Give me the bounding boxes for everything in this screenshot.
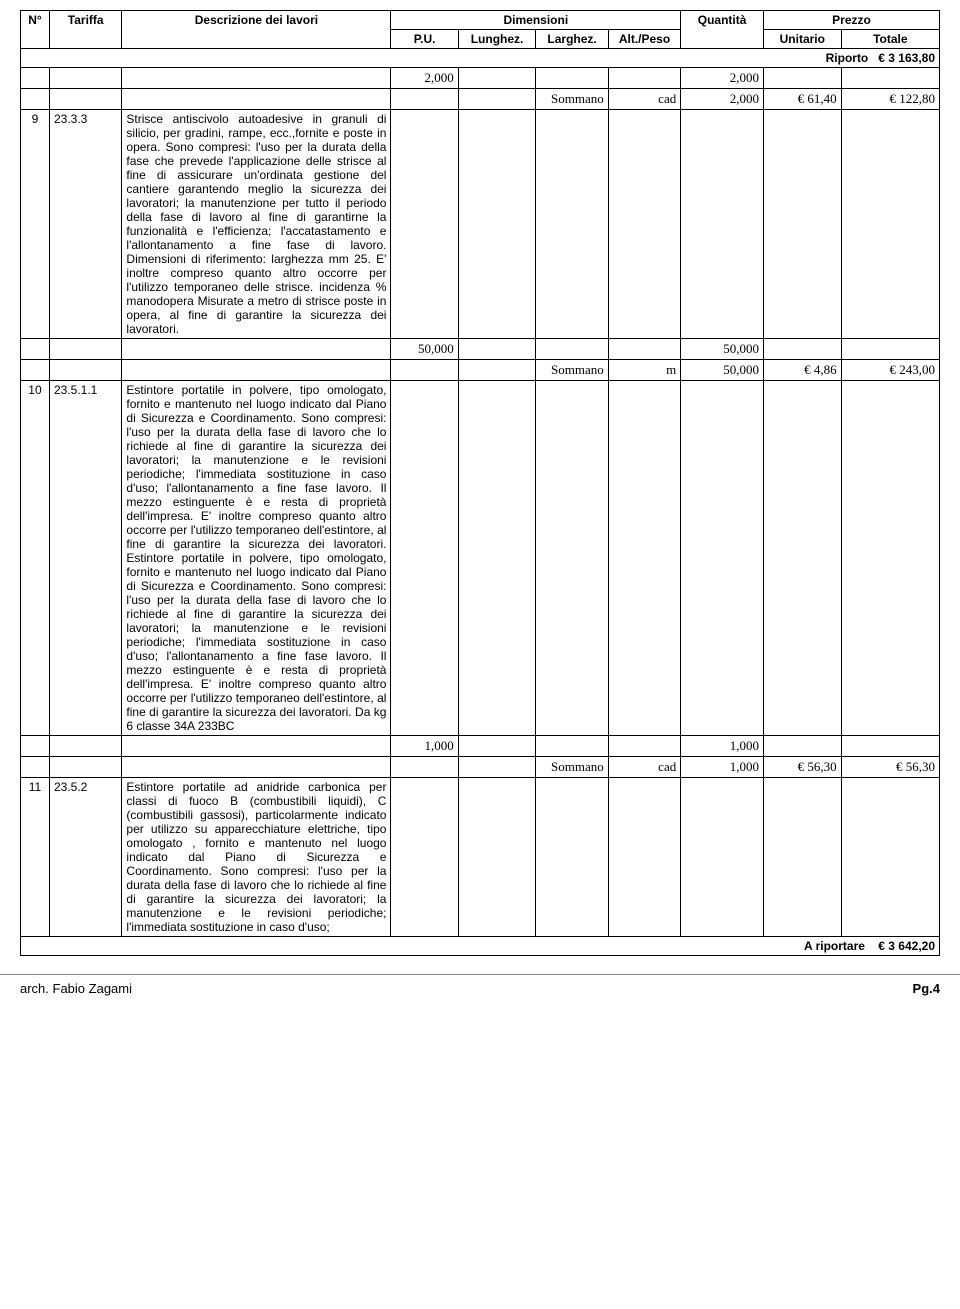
cell-tariffa-11: 23.5.2 [49,778,121,937]
post-qty-row-9a: 50,000 50,000 [21,339,940,360]
col-pu: P.U. [391,30,458,49]
cell-qta2: 1,000 [681,757,764,778]
footer-page: Pg.4 [913,981,940,996]
cell-unit: € 61,40 [764,89,842,110]
col-unitario: Unitario [764,30,842,49]
sommano-row-9post: Sommano m 50,000 € 4,86 € 243,00 [21,360,940,381]
col-n: N° [21,11,50,49]
cell-n-9: 9 [21,110,50,339]
cell-tariffa-9: 23.3.3 [49,110,121,339]
main-table: N° Tariffa Descrizione dei lavori Dimens… [20,10,940,956]
cell-tot: € 243,00 [841,360,939,381]
cell-um: cad [608,89,680,110]
item-row-9: 9 23.3.3 Strisce antiscivolo autoadesive… [21,110,940,339]
col-altpeso: Alt./Peso [608,30,680,49]
cell-qta2: 2,000 [681,89,764,110]
cell-sommano: Sommano [536,360,608,381]
cell-n-11: 11 [21,778,50,937]
cell-unit: € 4,86 [764,360,842,381]
page-footer: arch. Fabio Zagami Pg.4 [0,974,960,1006]
col-dimensioni: Dimensioni [391,11,681,30]
ariportare-value: € 3 642,20 [878,939,935,953]
col-descrizione: Descrizione dei lavori [122,11,391,49]
item-row-11: 11 23.5.2 Estintore portatile ad anidrid… [21,778,940,937]
footer-author: arch. Fabio Zagami [20,981,132,996]
cell-desc-10: Estintore portatile in polvere, tipo omo… [122,381,391,736]
cell-qta2: 50,000 [681,360,764,381]
ariportare-cell: A riportare € 3 642,20 [21,937,940,956]
cell-unit: € 56,30 [764,757,842,778]
sommano-row-9pre: Sommano cad 2,000 € 61,40 € 122,80 [21,89,940,110]
col-quantita: Quantità [681,11,764,49]
col-totale: Totale [841,30,939,49]
item-row-10: 10 23.5.1.1 Estintore portatile in polve… [21,381,940,736]
ariportare-row: A riportare € 3 642,20 [21,937,940,956]
col-lunghez: Lunghez. [458,30,536,49]
ariportare-label: A riportare [804,939,865,953]
cell-pu: 50,000 [391,339,458,360]
riporto-value: € 3 163,80 [878,51,935,65]
cell-sommano: Sommano [536,757,608,778]
cell-tariffa-10: 23.5.1.1 [49,381,121,736]
header-row-1: N° Tariffa Descrizione dei lavori Dimens… [21,11,940,30]
sommano-row-10post: Sommano cad 1,000 € 56,30 € 56,30 [21,757,940,778]
riporto-row: Riporto € 3 163,80 [21,49,940,68]
cell-um: m [608,360,680,381]
riporto-cell: Riporto € 3 163,80 [21,49,940,68]
riporto-label: Riporto [826,51,869,65]
cell-tot: € 56,30 [841,757,939,778]
cell-desc-11: Estintore portatile ad anidride carbonic… [122,778,391,937]
post-qty-row-10a: 1,000 1,000 [21,736,940,757]
page-container: N° Tariffa Descrizione dei lavori Dimens… [0,0,960,966]
cell-qta1: 50,000 [681,339,764,360]
cell-sommano: Sommano [536,89,608,110]
col-prezzo: Prezzo [764,11,940,30]
cell-pu: 1,000 [391,736,458,757]
cell-tot: € 122,80 [841,89,939,110]
pre-qty-row-9a: 2,000 2,000 [21,68,940,89]
cell-qta1: 2,000 [681,68,764,89]
col-larghez: Larghez. [536,30,608,49]
cell-n-10: 10 [21,381,50,736]
cell-pu: 2,000 [391,68,458,89]
cell-desc-9: Strisce antiscivolo autoadesive in granu… [122,110,391,339]
cell-qta1: 1,000 [681,736,764,757]
cell-um: cad [608,757,680,778]
col-tariffa: Tariffa [49,11,121,49]
